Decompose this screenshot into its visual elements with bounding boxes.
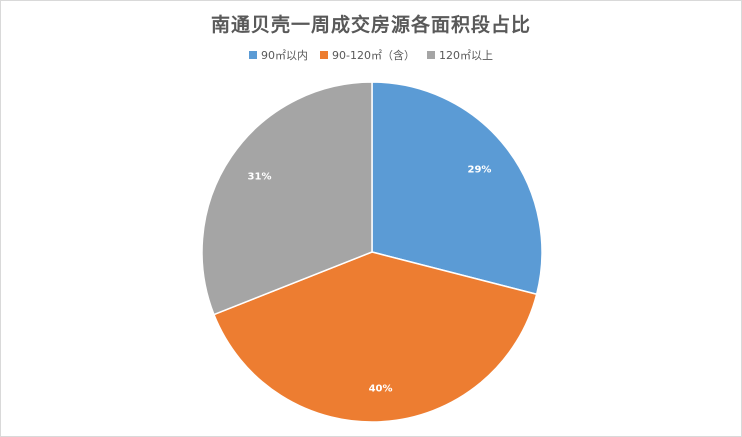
- legend-label-small: 90㎡以内: [261, 49, 309, 62]
- chart-title: 南通贝壳一周成交房源各面积段占比: [210, 14, 531, 36]
- legend-swatch-medium: [320, 51, 329, 59]
- legend-label-medium: 90-120㎡（含）: [332, 49, 415, 62]
- chart-legend: 90㎡以内 90-120㎡（含） 120㎡以上: [1, 47, 741, 63]
- pie-slice-large: [201, 81, 373, 316]
- legend-swatch-small: [249, 51, 258, 59]
- legend-label-large: 120㎡以上: [438, 49, 493, 62]
- pie-label-large: 31%: [248, 172, 272, 183]
- pie-slice-medium: [212, 251, 538, 423]
- pie-label-small: 29%: [467, 165, 491, 176]
- legend-item-small: 90㎡以内: [249, 47, 308, 63]
- legend-swatch-large: [426, 51, 435, 59]
- pie-slice-small: [371, 81, 543, 296]
- legend-item-medium: 90-120㎡（含）: [320, 47, 415, 63]
- legend-item-large: 120㎡以上: [426, 47, 493, 63]
- pie-label-medium: 40%: [369, 384, 393, 395]
